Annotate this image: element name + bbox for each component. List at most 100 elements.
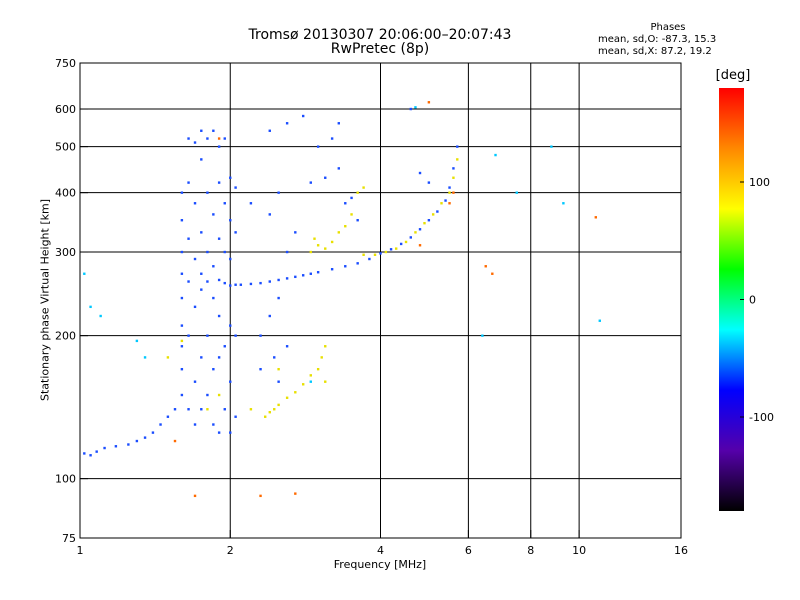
data-point bbox=[379, 252, 382, 255]
colorbar bbox=[719, 88, 744, 511]
data-point bbox=[273, 356, 276, 359]
data-point bbox=[234, 334, 237, 337]
data-point bbox=[180, 345, 184, 348]
y-tick-label: 400 bbox=[55, 187, 76, 200]
data-point bbox=[223, 281, 226, 285]
x-tick-label: 4 bbox=[377, 544, 384, 557]
data-point bbox=[200, 408, 203, 411]
data-point bbox=[135, 439, 139, 443]
y-axis-ticks: 75 100 200 300 400 500 600 750 bbox=[55, 57, 88, 545]
data-point bbox=[324, 247, 327, 250]
data-point bbox=[368, 257, 371, 261]
data-point bbox=[277, 380, 280, 383]
data-point bbox=[273, 408, 276, 411]
data-point bbox=[217, 137, 221, 140]
y-tick-label: 300 bbox=[55, 246, 76, 259]
data-point bbox=[316, 367, 320, 371]
data-point bbox=[427, 101, 431, 104]
data-point bbox=[427, 219, 431, 222]
data-point bbox=[337, 167, 341, 170]
data-point bbox=[212, 296, 215, 300]
data-point bbox=[234, 283, 237, 286]
data-point bbox=[399, 242, 403, 246]
data-point bbox=[217, 393, 221, 397]
data-point bbox=[229, 176, 232, 179]
data-point bbox=[268, 129, 271, 132]
colorbar-tick-label: -100 bbox=[749, 411, 774, 424]
data-point bbox=[316, 145, 320, 148]
data-point bbox=[173, 439, 177, 443]
data-point bbox=[143, 436, 147, 439]
data-point bbox=[229, 380, 232, 383]
data-point bbox=[452, 191, 455, 194]
x-tick-label: 6 bbox=[465, 544, 472, 557]
data-point bbox=[418, 171, 422, 175]
colorbar-tick-label: 100 bbox=[749, 176, 770, 189]
data-point bbox=[234, 231, 237, 234]
data-point bbox=[456, 145, 459, 148]
data-point bbox=[193, 305, 197, 309]
data-point bbox=[515, 191, 518, 194]
data-point bbox=[491, 272, 494, 275]
phase-stats-o: mean, sd,O: -87.3, 15.3 bbox=[598, 34, 717, 45]
data-point bbox=[187, 408, 190, 411]
data-point bbox=[217, 237, 221, 240]
data-point bbox=[180, 272, 184, 275]
data-point bbox=[200, 356, 203, 359]
data-point bbox=[234, 186, 237, 189]
data-point bbox=[234, 415, 237, 418]
data-point bbox=[193, 494, 197, 498]
data-point bbox=[223, 137, 226, 140]
y-tick-label: 100 bbox=[55, 473, 76, 486]
data-point bbox=[83, 272, 86, 275]
data-point bbox=[229, 257, 232, 261]
phase-stats-x: mean, sd,X: 87.2, 19.2 bbox=[598, 46, 712, 57]
data-point bbox=[456, 158, 459, 161]
data-point bbox=[598, 319, 601, 322]
data-point bbox=[313, 237, 316, 240]
data-point bbox=[206, 191, 209, 194]
data-point bbox=[484, 265, 487, 268]
data-point bbox=[193, 380, 197, 383]
data-point bbox=[594, 216, 598, 219]
data-point bbox=[180, 339, 184, 343]
data-point bbox=[448, 191, 451, 194]
data-point bbox=[337, 231, 341, 234]
y-tick-label: 75 bbox=[62, 532, 76, 545]
data-point bbox=[277, 278, 280, 282]
data-point bbox=[277, 296, 280, 300]
data-point bbox=[285, 396, 289, 399]
data-point bbox=[285, 345, 289, 348]
data-point bbox=[301, 383, 305, 386]
data-point bbox=[217, 181, 221, 184]
data-point bbox=[423, 221, 426, 225]
data-point bbox=[200, 288, 203, 291]
data-point bbox=[264, 415, 267, 418]
data-point bbox=[114, 445, 118, 448]
x-tick-label: 16 bbox=[674, 544, 688, 557]
data-point bbox=[373, 253, 377, 256]
y-tick-label: 600 bbox=[55, 103, 76, 116]
data-point bbox=[217, 431, 221, 434]
data-point bbox=[217, 145, 221, 148]
data-point bbox=[285, 250, 289, 254]
data-point bbox=[249, 282, 253, 286]
data-points bbox=[83, 101, 601, 498]
data-point bbox=[389, 248, 393, 251]
data-point bbox=[259, 334, 262, 337]
data-point bbox=[180, 296, 184, 300]
data-point bbox=[223, 250, 226, 254]
data-point bbox=[180, 367, 184, 371]
data-point bbox=[452, 167, 455, 170]
data-point bbox=[217, 314, 221, 318]
x-tick-label: 1 bbox=[77, 544, 84, 557]
phase-stats-title: Phases bbox=[650, 22, 686, 33]
data-point bbox=[344, 265, 347, 268]
data-point bbox=[384, 250, 388, 254]
colorbar-title: [deg] bbox=[715, 68, 751, 83]
data-point bbox=[223, 202, 226, 205]
data-point bbox=[212, 423, 215, 426]
data-point bbox=[89, 454, 92, 457]
data-point bbox=[285, 277, 289, 280]
data-point bbox=[316, 244, 320, 247]
